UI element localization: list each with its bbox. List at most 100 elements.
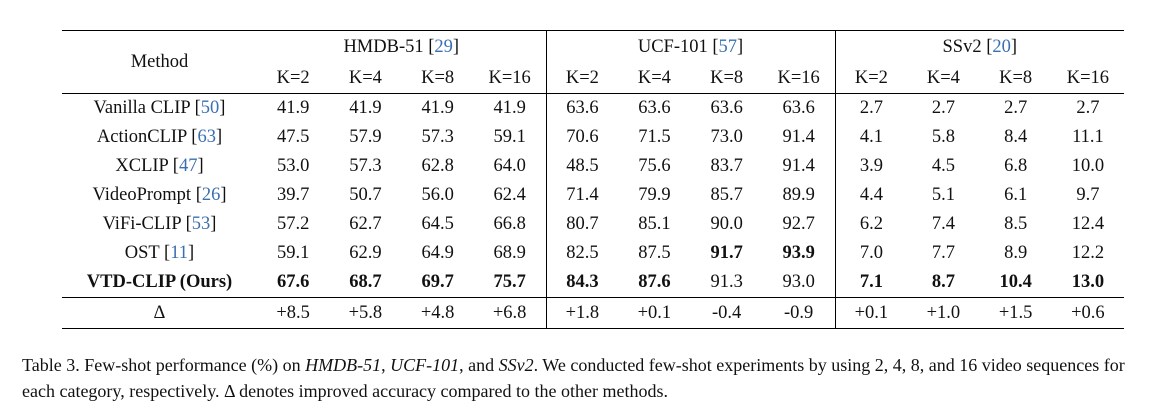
k-shot-header: K=16 xyxy=(762,64,836,94)
table-cell: 91.4 xyxy=(782,156,815,176)
table-caption: Table 3. Few-shot performance (%) on HMD… xyxy=(22,352,1152,404)
method-name: OST xyxy=(124,243,160,263)
delta-cell: +1.5 xyxy=(979,297,1052,329)
table-row: XCLIP [47] 53.0 57.3 62.8 64.0 48.5 75.6 83.7 91… xyxy=(62,152,1124,181)
table-cell: 89.9 xyxy=(782,185,815,205)
k-shot-header: K=4 xyxy=(618,64,691,94)
k-shot-header: K=8 xyxy=(979,64,1052,94)
table-cell: 62.8 xyxy=(421,156,454,176)
table-cell: 7.7 xyxy=(931,243,955,263)
table-row: Vanilla CLIP [50] 41.9 41.9 41.9 41.9 63.6 63.… xyxy=(62,93,1124,123)
table-cell: 91.7 xyxy=(710,243,743,263)
table-cell: 53.0 xyxy=(276,156,310,176)
group-header-hmdb: HMDB-51 [29] xyxy=(257,30,547,64)
table-cell: 75.7 xyxy=(493,272,526,292)
citation: 26 xyxy=(201,185,221,205)
few-shot-results-table: Method HMDB-51 [29] UCF-101 [57] SSv2 [2… xyxy=(62,30,1125,329)
table-row: OST [11] 59.1 62.9 64.9 68.9 82.5 87.5 91.7 93.9… xyxy=(62,239,1124,268)
k-shot-header: K=2 xyxy=(545,64,619,94)
table-cell: 5.8 xyxy=(931,127,955,147)
table-row: VideoPrompt [26] 39.7 50.7 56.0 62.4 71.4 79.9… xyxy=(62,181,1124,210)
table-row: VTD-CLIP (Ours) 67.6 68.7 69.7 75.7 84.3 87.6 9… xyxy=(62,268,1124,298)
method-name: ViFi-CLIP xyxy=(102,214,181,234)
table-cell: 79.9 xyxy=(638,185,671,205)
table-cell: 91.3 xyxy=(710,272,743,292)
caption-sep-2: , and xyxy=(459,355,499,375)
table-cell: 8.7 xyxy=(931,272,955,292)
table-cell: 62.9 xyxy=(349,243,382,263)
citation: 50 xyxy=(200,98,220,118)
table-cell: 6.1 xyxy=(1004,185,1028,205)
method-name-cell: Vanilla CLIP [50] xyxy=(93,98,226,118)
citation: 20 xyxy=(992,37,1011,57)
table-row: ViFi-CLIP [53] 57.2 62.7 64.5 66.8 80.7 85.1 90… xyxy=(62,210,1124,239)
citation: 11 xyxy=(170,243,189,263)
table-cell: 10.4 xyxy=(999,272,1032,292)
k-shot-header: K=4 xyxy=(329,64,402,94)
table-cell: 2.7 xyxy=(931,98,955,118)
table-cell: 66.8 xyxy=(493,214,526,234)
table-cell: 41.9 xyxy=(421,98,454,118)
table-cell: 57.3 xyxy=(349,156,382,176)
table-cell: 12.4 xyxy=(1071,214,1105,234)
table-cell: 10.0 xyxy=(1071,156,1105,176)
caption-prefix: Table 3. Few-shot performance (%) on xyxy=(22,355,306,375)
table-row: ActionCLIP [63] 47.5 57.9 57.3 59.1 70.6 71.5 7… xyxy=(62,123,1124,152)
table-cell: 84.3 xyxy=(545,268,619,298)
table-cell: 5.1 xyxy=(931,185,955,205)
table-cell: 85.1 xyxy=(638,214,671,234)
table-cell: 39.7 xyxy=(276,185,310,205)
table-cell: 63.6 xyxy=(710,98,743,118)
delta-cell: +5.8 xyxy=(329,297,402,329)
table-cell: 70.6 xyxy=(545,123,619,152)
k-shot-header-row: K=2 K=4 K=8 K=16 K=2 K=4 K=8 K=16 K=2 K=4 K=8 K=16 xyxy=(62,64,1125,94)
delta-cell: +6.8 xyxy=(473,297,547,329)
method-name-cell: VTD-CLIP (Ours) xyxy=(62,268,257,298)
table-cell: 13.0 xyxy=(1071,272,1105,292)
table-cell: 2.7 xyxy=(1076,98,1100,118)
table-cell: 4.4 xyxy=(834,181,908,210)
table-cell: 57.2 xyxy=(276,214,310,234)
group-header-ssv2: SSv2 [20] xyxy=(834,30,1125,64)
delta-cell: +0.1 xyxy=(618,297,691,329)
table-cell: 59.1 xyxy=(276,243,310,263)
table-cell: 7.1 xyxy=(834,268,908,298)
table-cell: 57.3 xyxy=(421,127,454,147)
table-cell: 11.1 xyxy=(1072,127,1104,147)
citation: 47 xyxy=(178,156,198,176)
table-cell: 63.6 xyxy=(638,98,671,118)
citation: 57 xyxy=(718,37,738,57)
k-shot-header: K=4 xyxy=(907,64,980,94)
delta-cell: -0.9 xyxy=(762,297,836,329)
method-name-cell: ActionCLIP [63] xyxy=(96,127,223,147)
caption-suffix: . We conducted few-shot experiments by u… xyxy=(22,355,1125,401)
k-shot-header: K=8 xyxy=(401,64,474,94)
method-name: XCLIP xyxy=(115,156,169,176)
table-body: Method HMDB-51 [29] UCF-101 [57] SSv2 [2… xyxy=(62,30,1125,329)
method-name: ActionCLIP xyxy=(96,127,187,147)
caption-dataset-1: HMDB-51 xyxy=(305,355,382,375)
table-cell: 71.4 xyxy=(545,181,619,210)
method-name: VideoPrompt xyxy=(92,185,192,205)
table-cell: 62.7 xyxy=(349,214,382,234)
table-cell: 90.0 xyxy=(710,214,743,234)
table-cell: 8.9 xyxy=(1004,243,1028,263)
table-cell: 87.5 xyxy=(638,243,671,263)
table-cell: 56.0 xyxy=(421,185,454,205)
table-cell: 41.9 xyxy=(349,98,382,118)
k-shot-header: K=16 xyxy=(1051,64,1125,94)
table-cell: 50.7 xyxy=(349,185,382,205)
table-cell: 80.7 xyxy=(545,210,619,239)
k-shot-header: K=2 xyxy=(834,64,908,94)
table-cell: 8.5 xyxy=(1004,214,1028,234)
table-cell: 71.5 xyxy=(638,127,671,147)
caption-dataset-2: UCF-101 xyxy=(390,355,460,375)
table-cell: 69.7 xyxy=(421,272,454,292)
table-cell: 82.5 xyxy=(545,239,619,268)
table-cell: 93.0 xyxy=(782,272,815,292)
table-cell: 4.5 xyxy=(931,156,955,176)
table-cell: 91.4 xyxy=(782,127,815,147)
table-cell: 73.0 xyxy=(710,127,743,147)
table-cell: 4.1 xyxy=(834,123,908,152)
table-cell: 64.5 xyxy=(421,214,454,234)
